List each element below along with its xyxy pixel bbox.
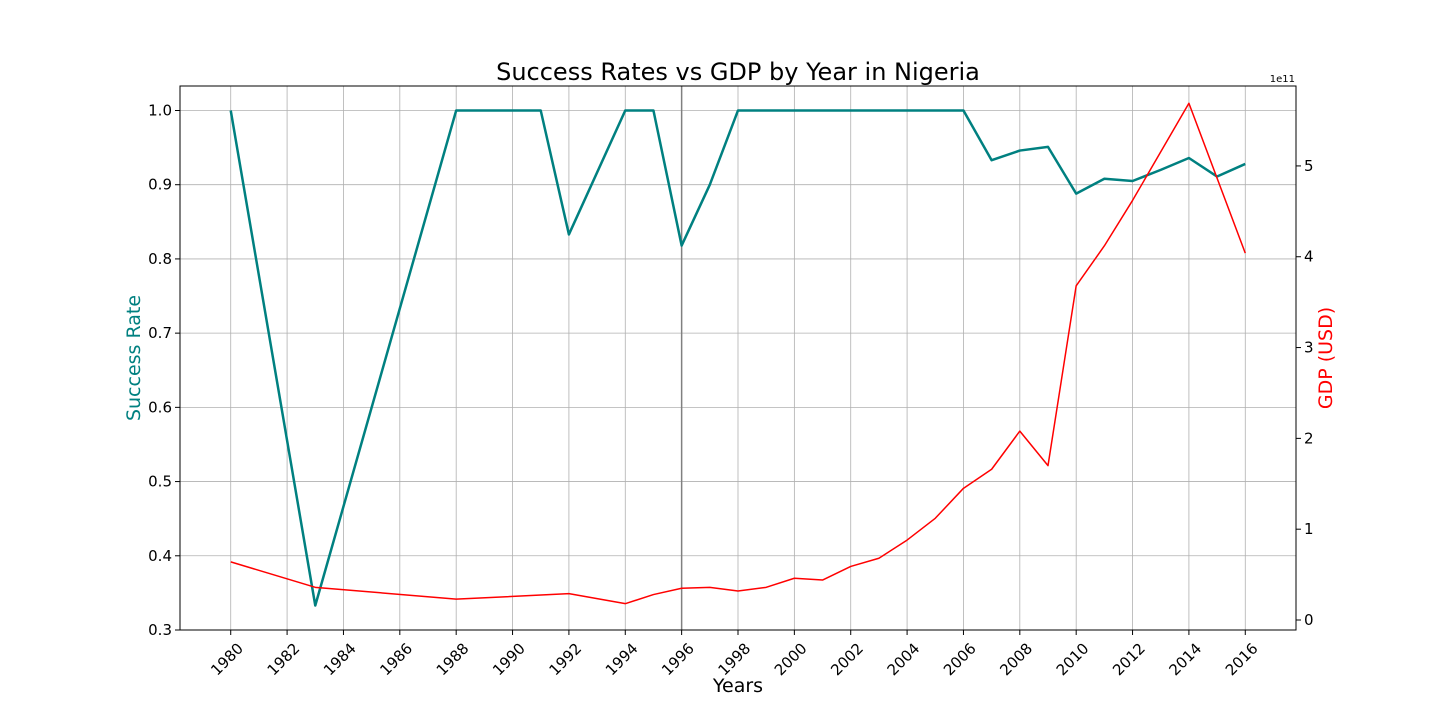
- y-axis-title-right: GDP (USD): [1315, 307, 1337, 409]
- y-tick-label: 0.3: [148, 621, 172, 639]
- y-tick-label: 0.5: [148, 473, 172, 491]
- y-tick-label: 0.4: [148, 547, 172, 565]
- right-axis-offset-label: 1e11: [1270, 74, 1295, 85]
- y-tick-label: 0.7: [148, 324, 172, 342]
- series-layer: [229, 102, 1246, 607]
- y-tick-label: 0.8: [148, 250, 172, 268]
- chart-title: Success Rates vs GDP by Year in Nigeria: [496, 58, 980, 86]
- y2-tick-label: 5: [1304, 157, 1314, 175]
- x-axis-title: Years: [712, 675, 763, 697]
- y-tick-label: 0.6: [148, 398, 172, 416]
- y2-tick-label: 2: [1304, 429, 1314, 447]
- y-tick-label: 1.0: [148, 101, 172, 119]
- y2-tick-label: 4: [1304, 248, 1314, 266]
- y-axis-title-left: Success Rate: [123, 295, 145, 421]
- y-tick-label: 0.9: [148, 176, 172, 194]
- y2-tick-label: 0: [1304, 611, 1314, 629]
- y2-tick-label: 1: [1304, 520, 1314, 538]
- y2-tick-label: 3: [1304, 339, 1314, 357]
- gdp-series-line: [230, 102, 1246, 605]
- grid: [180, 86, 1296, 631]
- success-rate-series-line: [229, 109, 1246, 607]
